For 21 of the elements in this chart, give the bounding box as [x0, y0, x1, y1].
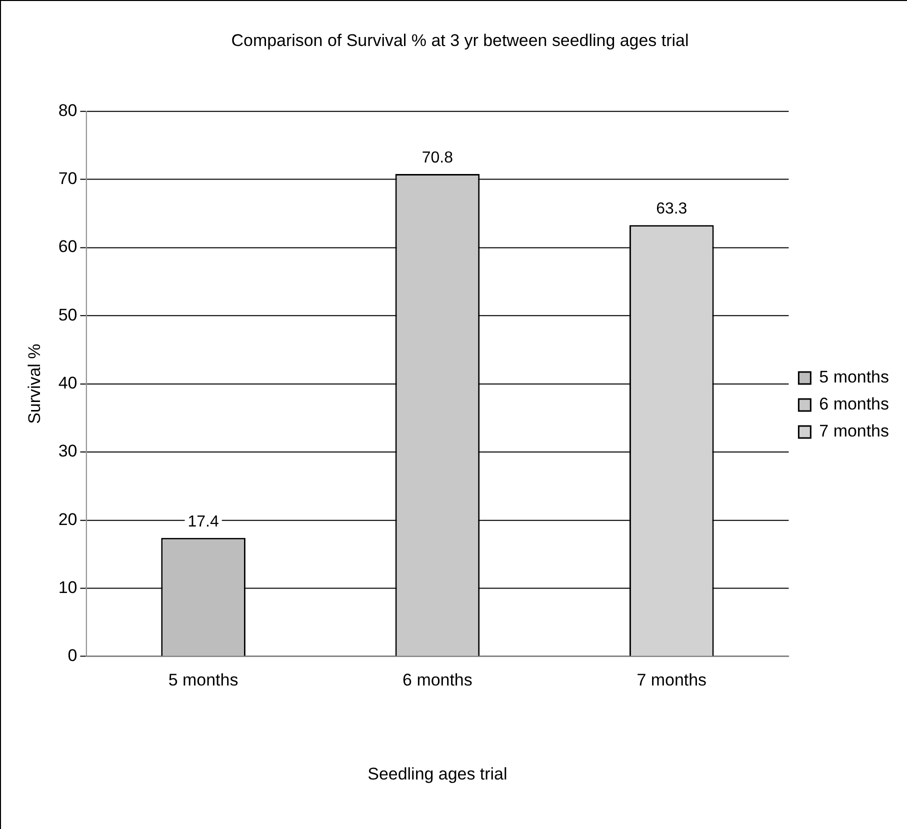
y-tick-label: 40	[58, 374, 78, 393]
y-tick-label: 80	[58, 100, 78, 120]
legend-label: 6 months	[819, 394, 889, 414]
y-tick-label: 60	[58, 237, 78, 256]
legend-label: 5 months	[819, 368, 889, 387]
x-tick-label: 6 months	[402, 670, 472, 690]
y-tick-label: 20	[58, 510, 78, 529]
y-tick-label: 10	[58, 578, 78, 597]
x-tick-label: 7 months	[636, 670, 707, 690]
x-axis-title: Seedling ages trial	[368, 764, 508, 784]
data-label: 17.4	[188, 513, 219, 530]
data-label: 70.8	[422, 149, 454, 166]
chart-title: Comparison of Survival % at 3 yr between seedling ages trial	[231, 30, 689, 50]
y-tick-label: 0	[68, 646, 78, 666]
y-axis-title: Survival %	[24, 344, 44, 424]
x-tick-label: 5 months	[168, 670, 238, 690]
y-tick-label: 30	[58, 442, 78, 461]
legend-label: 7 months	[819, 422, 889, 441]
data-label: 63.3	[656, 200, 688, 218]
y-tick-label: 70	[58, 169, 78, 188]
y-tick-label: 50	[58, 305, 78, 324]
